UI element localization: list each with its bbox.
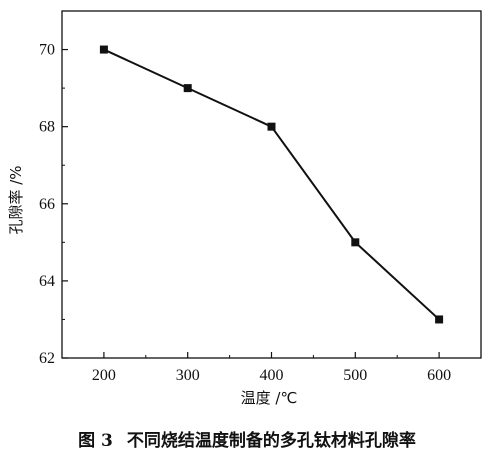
y-axis: 62 64 66 68 70 [39,42,68,367]
series-line [103,48,440,321]
y-tick-label: 66 [39,196,55,213]
x-tick-label: 600 [427,367,451,384]
y-tick-label: 68 [39,119,55,136]
figure-number: 图 3 [78,431,113,451]
plot-frame [61,10,482,359]
x-tick-label: 200 [92,367,116,384]
data-point-marker [351,238,360,247]
data-point-marker [99,45,108,54]
y-tick-label: 70 [39,42,55,59]
y-axis-title: 孔隙率 /% [7,165,25,234]
x-tick-label: 500 [343,367,367,384]
x-axis: 200 300 400 500 600 [92,352,451,384]
data-point-marker [267,122,276,131]
x-axis-title: 温度 /℃ [241,389,298,407]
series-line-group [99,45,444,324]
x-tick-label: 300 [176,367,200,384]
caption-text: 不同烧结温度制备的多孔钛材料孔隙率 [126,431,416,451]
y-tick-label: 64 [39,273,55,290]
chart: 200 300 400 500 600 62 64 66 68 70 温度 /℃ 孔隙率 /% [7,10,482,407]
y-tick-label: 62 [39,350,55,367]
x-tick-label: 400 [260,367,284,384]
data-point-marker [435,315,444,324]
figure-caption: 图 3 不同烧结温度制备的多孔钛材料孔隙率 [0,426,494,451]
data-point-marker [183,84,192,93]
plot-area-frame [61,10,482,359]
